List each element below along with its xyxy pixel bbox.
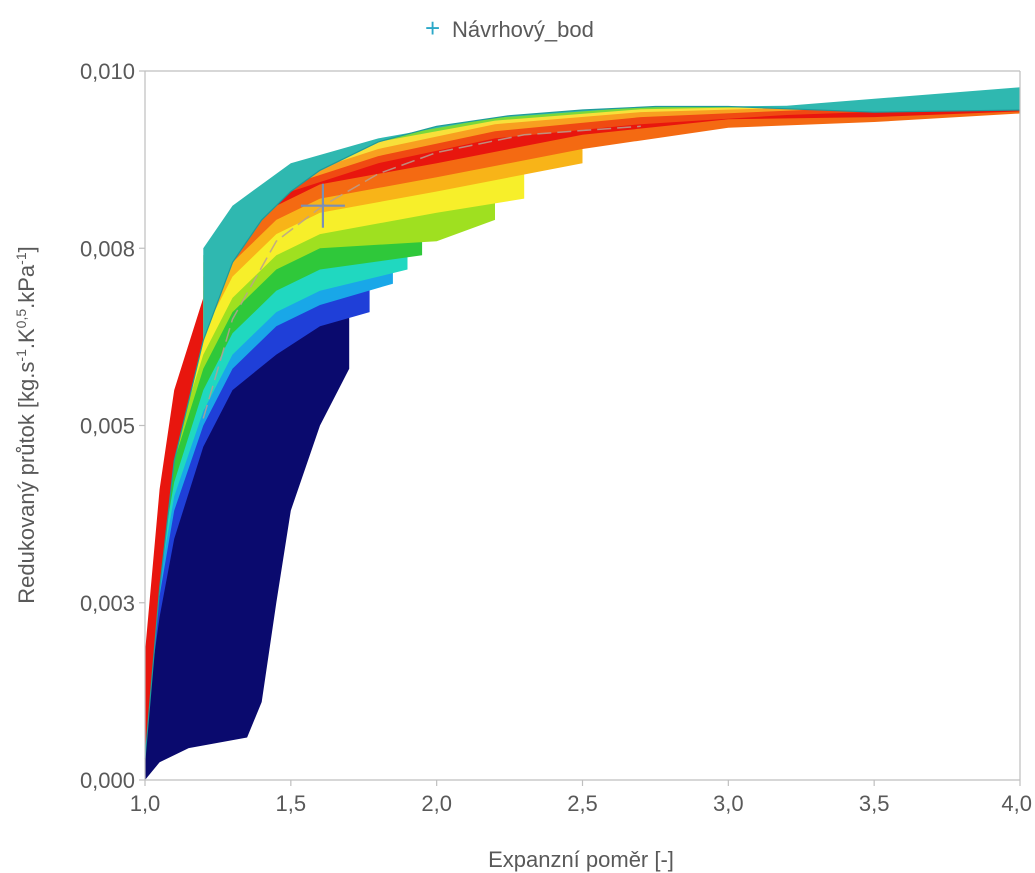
y-axis-title-part: .K — [14, 328, 39, 349]
x-tick-label: 1,0 — [130, 791, 161, 816]
surge-line — [144, 105, 1021, 759]
y-axis-title-sup: -1 — [13, 349, 29, 362]
x-tick-label: 4,0 — [1001, 791, 1032, 816]
x-tick-label: 2,0 — [421, 791, 452, 816]
y-axis-title-part: ] — [14, 246, 39, 252]
legend: + Návrhový_bod — [425, 13, 594, 43]
y-axis-title: Redukovaný průtok [kg.s-1.K0,5.kPa-1] — [13, 246, 39, 603]
y-tick-label: 0,010 — [80, 59, 135, 84]
y-tick-label: 0,000 — [80, 768, 135, 793]
legend-marker: + — [425, 13, 440, 43]
y-axis: 0,000 0,003 0,005 0,008 0,010 — [80, 59, 1021, 793]
plot-area — [144, 87, 1021, 781]
y-tick-label: 0,008 — [80, 236, 135, 261]
speed-band-3 — [145, 138, 393, 759]
x-tick-label: 2,5 — [567, 791, 598, 816]
x-axis: 1,0 1,5 2,0 2,5 3,0 3,5 4,0 — [130, 70, 1032, 816]
legend-label: Návrhový_bod — [452, 17, 594, 42]
x-tick-label: 1,5 — [276, 791, 307, 816]
x-axis-title: Expanzní poměr [-] — [488, 847, 674, 872]
operating-line — [202, 125, 641, 419]
speed-band-7 — [145, 114, 525, 759]
design-point-marker — [300, 183, 345, 228]
y-axis-title-sup: 0,5 — [13, 309, 29, 329]
y-tick-label: 0,003 — [80, 591, 135, 616]
y-axis-title-part: .kPa — [14, 264, 39, 309]
x-tick-label: 3,0 — [713, 791, 744, 816]
y-tick-label: 0,005 — [80, 414, 135, 439]
x-tick-label: 3,5 — [859, 791, 890, 816]
y-axis-title-sup: -1 — [13, 252, 29, 265]
y-axis-title-part: Redukovaný průtok [kg.s — [14, 362, 39, 604]
